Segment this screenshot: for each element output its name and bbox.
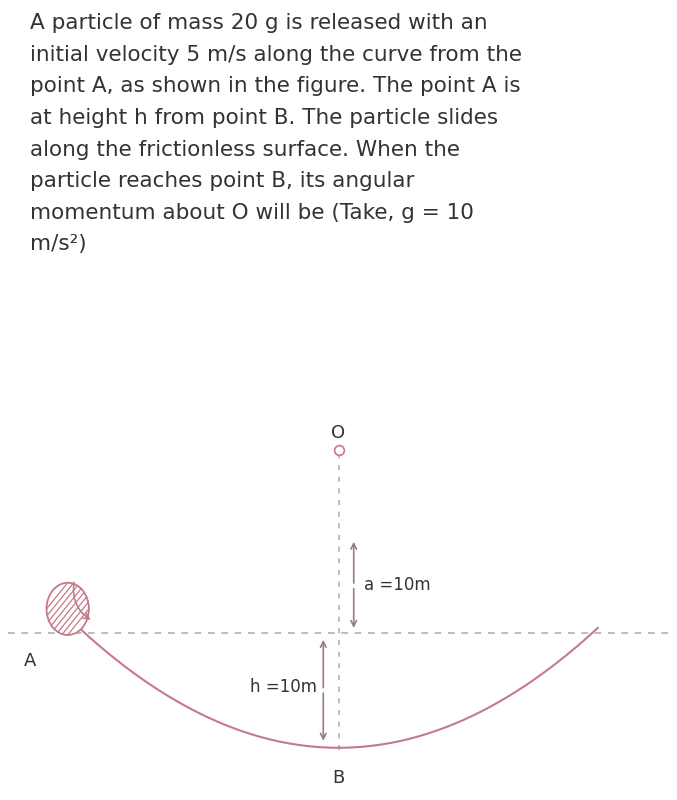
Text: h =10m: h =10m (250, 678, 317, 696)
Text: A: A (24, 652, 36, 670)
Text: A particle of mass 20 g is released with an
initial velocity 5 m/s along the cur: A particle of mass 20 g is released with… (30, 14, 523, 254)
Text: B: B (332, 769, 345, 786)
Text: a =10m: a =10m (364, 576, 431, 594)
Circle shape (47, 582, 89, 635)
Text: O: O (332, 424, 345, 442)
